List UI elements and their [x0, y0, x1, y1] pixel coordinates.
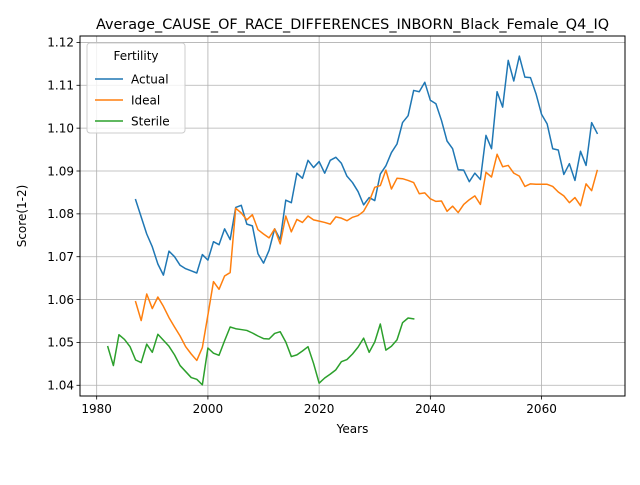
x-tick-label: 2000 — [193, 402, 224, 416]
x-tick-label: 2020 — [304, 402, 335, 416]
y-tick-label: 1.08 — [47, 207, 74, 221]
y-tick-label: 1.11 — [47, 79, 74, 93]
y-tick-label: 1.04 — [47, 379, 74, 393]
y-tick-label: 1.07 — [47, 250, 74, 264]
y-tick-label: 1.06 — [47, 293, 74, 307]
x-tick-label: 2040 — [415, 402, 446, 416]
legend: Fertility Actual Ideal Sterile — [86, 42, 186, 134]
grid — [80, 36, 625, 396]
x-tick-label: 2060 — [526, 402, 557, 416]
legend-frame — [86, 42, 186, 134]
y-tick-label: 1.12 — [47, 36, 74, 50]
series-line-sterile — [106, 317, 415, 386]
series-line-ideal — [134, 153, 599, 362]
legend-label-actual: Actual — [131, 72, 169, 86]
x-axis-label: Years — [336, 422, 369, 436]
axis-ticks: 1980 2000 2020 2040 2060 1.04 1.05 1.06 1.07 1.08… — [47, 36, 557, 416]
legend-label-ideal: Ideal — [131, 93, 160, 107]
chart-title: Average_CAUSE_OF_RACE_DIFFERENCES_INBORN… — [96, 17, 609, 33]
y-axis-label: Score(1-2) — [15, 185, 29, 248]
series-lines — [106, 55, 599, 386]
y-tick-label: 1.05 — [47, 336, 74, 350]
x-tick-label: 1980 — [81, 402, 112, 416]
legend-label-sterile: Sterile — [131, 114, 170, 128]
series-line-actual — [134, 55, 599, 276]
y-tick-label: 1.09 — [47, 164, 74, 178]
plot-frame — [79, 35, 626, 397]
legend-title: Fertility — [113, 49, 158, 63]
y-tick-label: 1.10 — [47, 121, 74, 135]
